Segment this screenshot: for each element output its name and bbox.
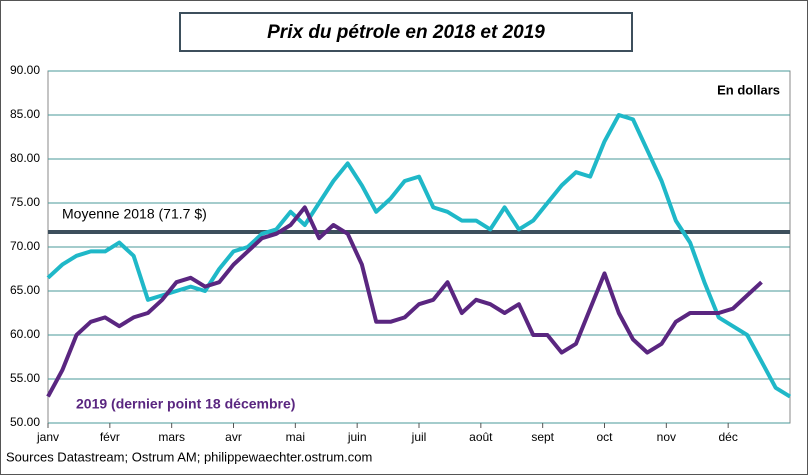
chart-title: Prix du pétrole en 2018 et 2019 — [267, 22, 545, 43]
line-series — [46, 113, 792, 399]
x-tick-label: déc — [718, 430, 737, 444]
x-tick-label: août — [469, 430, 493, 444]
y-tick-label: 75.00 — [10, 195, 40, 209]
x-tick-label: juin — [347, 430, 367, 444]
x-tick-label: oct — [596, 430, 613, 444]
x-tick-label: janv — [36, 430, 59, 444]
x-tick-label: mai — [286, 430, 305, 444]
x-tick-label: mars — [158, 430, 185, 444]
title-box — [179, 12, 633, 52]
source: Sources Datastream; Ostrum AM; philippew… — [6, 449, 372, 464]
annotation: 2019 (dernier point 18 décembre) — [76, 396, 295, 412]
unit-note: En dollars — [717, 82, 780, 97]
x-tick-label: sept — [531, 430, 554, 444]
x-tick-label: févr — [100, 430, 120, 444]
y-tick-label: 90.00 — [10, 63, 40, 77]
y-tick-label: 60.00 — [10, 327, 40, 341]
x-tick-label: nov — [657, 430, 676, 444]
y-tick-label: 55.00 — [10, 371, 40, 385]
reference-label: Moyenne 2018 (71.7 $) — [62, 206, 207, 222]
x-tick-label: avr — [225, 430, 242, 444]
y-tick-label: 50.00 — [10, 415, 40, 429]
y-tick-label: 65.00 — [10, 283, 40, 297]
y-tick-label: 85.00 — [10, 107, 40, 121]
y-tick-label: 70.00 — [10, 239, 40, 253]
x-tick-label: juil — [411, 430, 427, 444]
line-series — [46, 205, 763, 398]
y-tick-label: 80.00 — [10, 151, 40, 165]
